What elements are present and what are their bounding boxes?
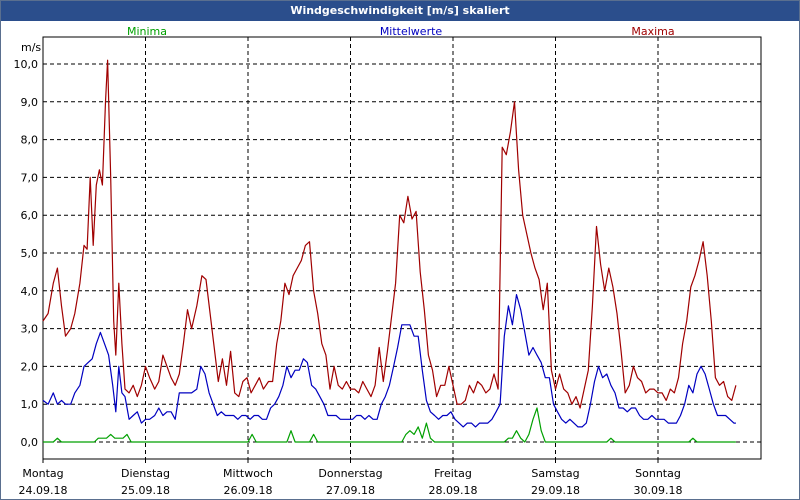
y-tick-label: 3,0	[21, 323, 39, 336]
x-tick-day: Freitag	[434, 467, 472, 480]
x-tick-day: Sonntag	[635, 467, 681, 480]
y-tick-label: 8,0	[21, 134, 39, 147]
y-tick-label: 10,0	[14, 58, 39, 71]
legend-maxima: Maxima	[631, 25, 674, 38]
y-tick-label: 7,0	[21, 171, 39, 184]
x-tick-day: Montag	[22, 467, 63, 480]
x-tick-day: Samstag	[531, 467, 579, 480]
y-tick-label: 1,0	[21, 398, 39, 411]
y-tick-label: 6,0	[21, 209, 39, 222]
y-axis-label: m/s	[21, 41, 41, 54]
y-tick-label: 5,0	[21, 247, 39, 260]
x-tick-date: 26.09.18	[224, 484, 273, 497]
y-tick-label: 0,0	[21, 436, 39, 449]
x-tick-date: 30.09.18	[634, 484, 683, 497]
x-tick-day: Mittwoch	[223, 467, 273, 480]
series-line-minima	[43, 407, 736, 443]
y-tick-label: 4,0	[21, 285, 39, 298]
legend-mittelwerte: Mittelwerte	[380, 25, 443, 38]
x-tick-day: Donnerstag	[318, 467, 382, 480]
plot-area	[42, 36, 762, 460]
x-tick-date: 29.09.18	[531, 484, 580, 497]
x-tick-date: 28.09.18	[429, 484, 478, 497]
x-tick-day: Dienstag	[121, 467, 170, 480]
x-tick-date: 27.09.18	[326, 484, 375, 497]
x-tick-date: 24.09.18	[19, 484, 68, 497]
series-line-mittelwerte	[42, 294, 736, 428]
y-tick-label: 2,0	[21, 360, 39, 373]
legend-minima: Minima	[127, 25, 167, 38]
y-tick-label: 9,0	[21, 96, 39, 109]
series-line-maxima	[42, 59, 737, 409]
chart-title: Windgeschwindigkeit [m/s] skaliert	[1, 1, 799, 21]
x-tick-date: 25.09.18	[121, 484, 170, 497]
